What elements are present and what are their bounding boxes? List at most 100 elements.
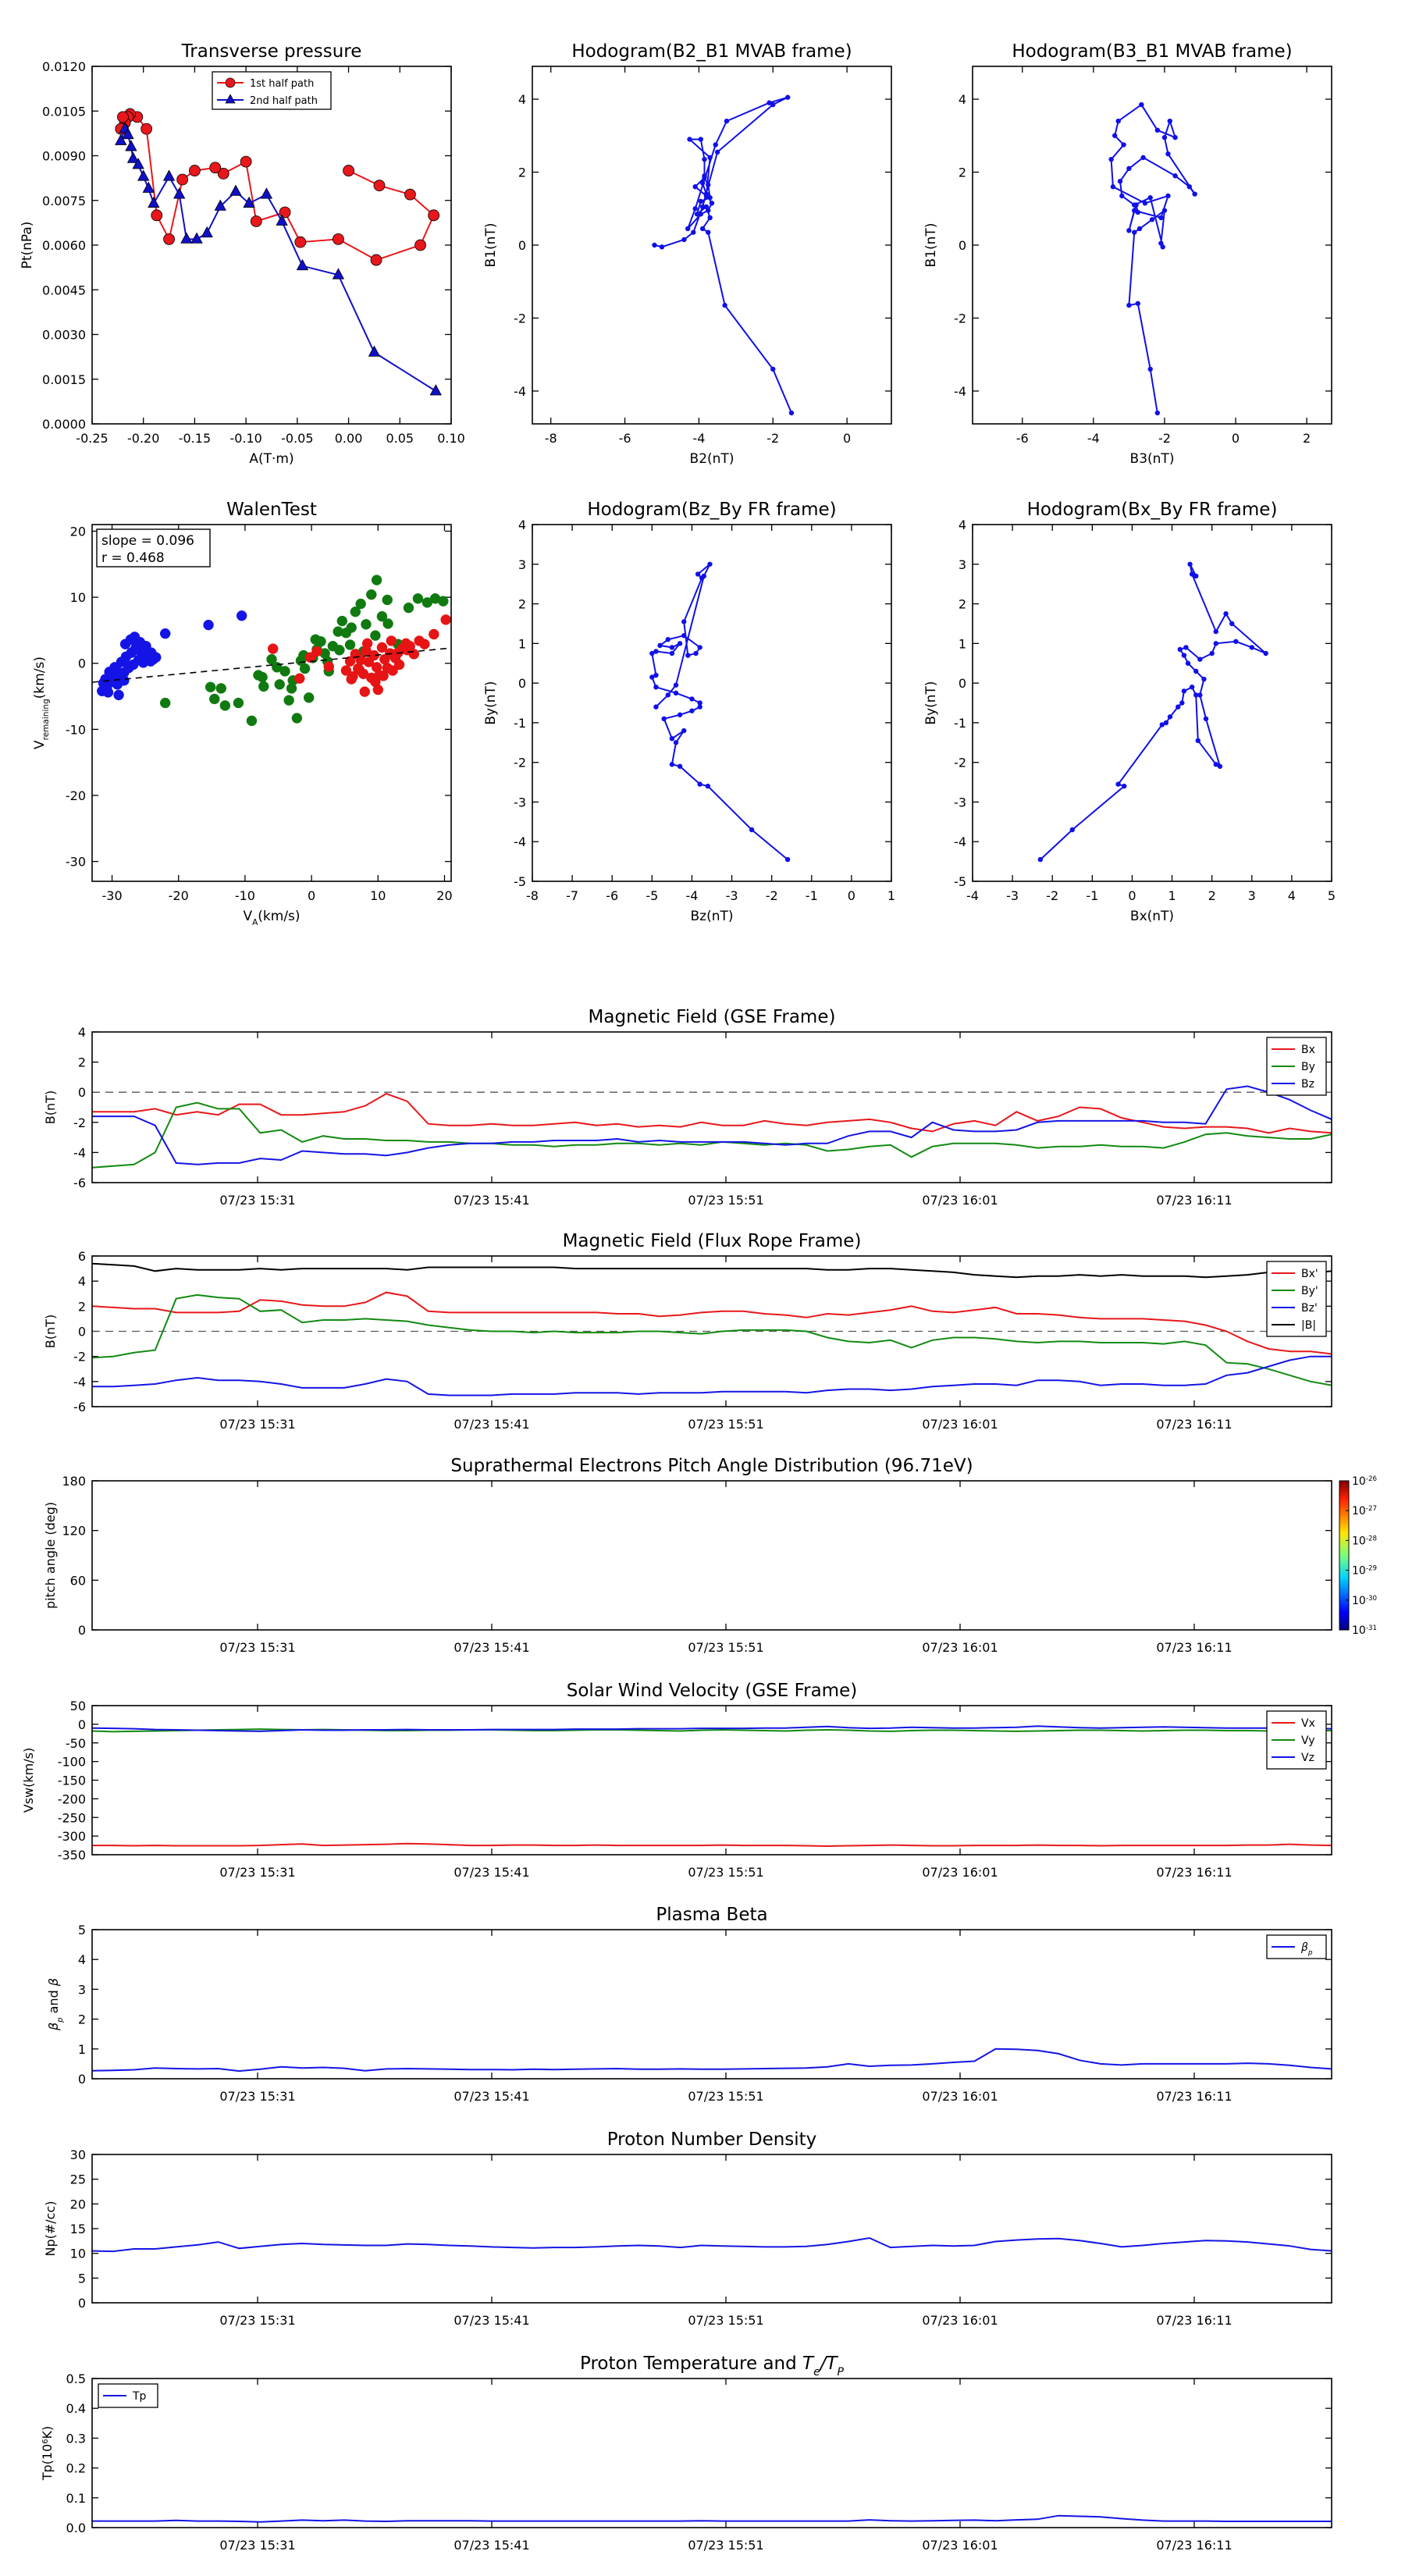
data-point — [257, 671, 268, 683]
label-part: β — [46, 1978, 61, 1987]
data-point — [291, 713, 303, 724]
y-tick-label: 0 — [959, 238, 966, 253]
data-point — [673, 682, 679, 688]
y-tick-label: 0 — [78, 1325, 86, 1340]
data-point — [343, 165, 354, 176]
legend-label: Vz — [1301, 1752, 1314, 1764]
data-point — [373, 180, 386, 192]
x-tick-label: 07/23 15:31 — [219, 2089, 295, 2104]
data-point — [414, 239, 426, 251]
data-point — [694, 212, 700, 217]
fit-line — [92, 647, 451, 683]
legend-label: Vx — [1301, 1717, 1315, 1730]
data-point — [669, 736, 675, 742]
y-tick-label: 2 — [78, 1299, 86, 1314]
series-hxy-0 — [1037, 561, 1268, 863]
y-tick-label: 4 — [518, 92, 526, 107]
data-point — [1135, 301, 1140, 306]
series-line-By — [92, 1101, 1332, 1169]
x-tick-label: -3 — [1006, 888, 1019, 903]
x-tick-label: 07/23 15:31 — [219, 2538, 295, 2553]
x-axis-label: Bx(nT) — [1130, 909, 1174, 924]
x-tick-label: 07/23 16:11 — [1156, 1417, 1232, 1432]
x-tick-label: 3 — [1248, 888, 1256, 903]
y-tick-label: -2 — [73, 1115, 86, 1130]
colorbar-label: 10-26 — [1352, 1475, 1377, 1488]
data-point — [136, 654, 147, 666]
y-tick-label: -6 — [73, 1400, 86, 1414]
y-tick-label: 0.0030 — [42, 328, 86, 343]
data-point — [332, 268, 345, 279]
data-point — [1229, 621, 1235, 627]
y-tick-label: 60 — [70, 1573, 86, 1588]
data-point — [163, 233, 175, 245]
data-point — [387, 665, 398, 676]
y-tick-label: 5 — [78, 2271, 86, 2286]
y-tick-label: 0.0090 — [42, 149, 86, 164]
data-point — [189, 165, 201, 176]
x-tick-label: -0.20 — [127, 431, 159, 446]
data-point — [1117, 179, 1123, 184]
data-point — [1158, 215, 1164, 221]
data-point — [1165, 151, 1171, 157]
title-part: T — [826, 2354, 838, 2374]
chart-hzy: -8 -7 -6 -5 -4 -3 -2 -1 0 1 -5 -4 -3 -2 -1 0 1 2 3 4 Hodogra… — [483, 500, 895, 924]
chart-h21: -8 -6 -4 -2 0 -4 -2 0 2 4 Hodogram(B2_B1 MVAB fram… — [483, 41, 892, 467]
data-point — [386, 635, 397, 646]
data-point — [266, 653, 277, 665]
x-tick-label: 5 — [1328, 888, 1336, 903]
y-tick-label: 2 — [518, 165, 526, 180]
data-point — [419, 639, 430, 649]
x-tick-label: -1 — [1086, 888, 1098, 903]
plot-area — [649, 561, 791, 863]
data-point — [117, 111, 129, 123]
y-tick-label: 2 — [959, 165, 966, 180]
chart-mag_gse: 07/23 15:31 07/23 15:41 07/23 15:51 07/23 1… — [43, 1007, 1332, 1208]
data-point — [217, 167, 229, 180]
data-point — [346, 674, 357, 685]
label-part: 10 — [1352, 1624, 1366, 1637]
data-point — [333, 233, 344, 245]
data-point — [770, 101, 776, 108]
x-axis-label: A(T·m) — [249, 451, 293, 467]
data-point — [1223, 611, 1229, 617]
x-tick-label: 07/23 15:51 — [688, 2313, 763, 2328]
legend-label: |B| — [1301, 1319, 1316, 1332]
data-point — [1249, 645, 1254, 650]
label-part: V — [32, 740, 48, 749]
data-point — [702, 173, 707, 179]
axes-frame — [972, 524, 1332, 882]
x-tick-label: -8 — [526, 888, 539, 903]
data-point — [652, 242, 657, 248]
data-point — [665, 637, 670, 642]
y-axis-label: βp and β — [46, 1978, 65, 2031]
y-axis-label: B1(nT) — [923, 223, 939, 268]
x-tick-label: 0.05 — [386, 431, 414, 446]
x-tick-label: -6 — [606, 888, 618, 903]
data-point — [693, 650, 699, 656]
y-tick-label: 4 — [518, 518, 526, 532]
chart-title: Hodogram(B2_B1 MVAB frame) — [571, 41, 852, 62]
chart-walen: -30 -20 -10 0 10 20-30-20-1001020WalenTestVA(… — [32, 500, 453, 927]
data-point — [376, 610, 388, 622]
y-tick-label: 6 — [78, 1249, 86, 1264]
data-point — [1126, 302, 1132, 308]
data-point — [1147, 366, 1153, 372]
data-point — [299, 663, 311, 674]
data-point — [1037, 856, 1044, 863]
data-point — [698, 212, 703, 217]
series-pt-1 — [115, 122, 442, 396]
data-point — [697, 704, 702, 710]
data-point — [132, 158, 144, 169]
data-point — [162, 169, 176, 181]
x-tick-label: 20 — [436, 888, 452, 903]
data-point — [190, 232, 203, 244]
chart-hxy: -4 -3 -2 -1 0 1 2 3 4 5-5-4-3-2-101234Hodogram(Bx… — [923, 500, 1336, 924]
plot-area — [92, 2236, 1332, 2253]
data-point — [1115, 781, 1121, 787]
data-point — [707, 155, 713, 161]
data-point — [336, 615, 348, 627]
series-line — [1040, 564, 1267, 860]
data-point — [669, 650, 675, 656]
chart-pt: -0.25 -0.20 -0.15 -0.10 -0.05 0.00 0.05 0.10 0.0… — [20, 41, 465, 467]
